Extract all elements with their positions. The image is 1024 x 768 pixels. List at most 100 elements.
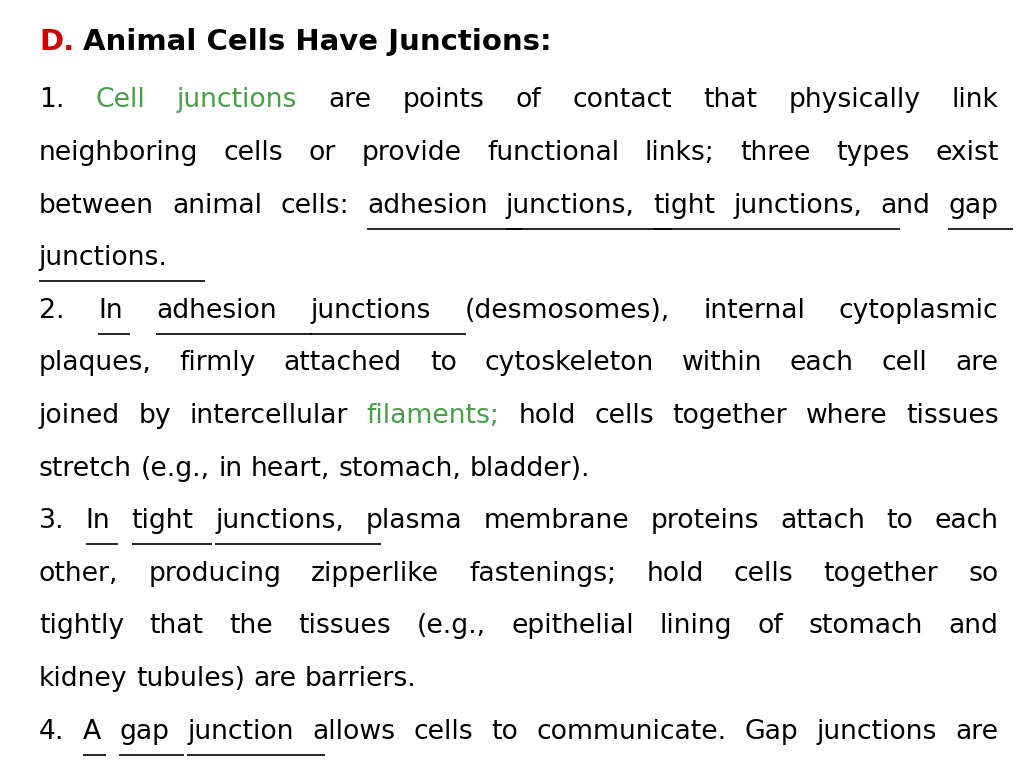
Text: stomach: stomach [809,614,923,640]
Text: cells: cells [594,403,653,429]
Text: proteins: proteins [650,508,759,535]
Text: between: between [39,193,154,219]
Text: stomach,: stomach, [339,455,462,482]
Text: communicate.: communicate. [537,719,726,745]
Text: adhesion: adhesion [368,193,487,219]
Text: junctions.: junctions. [39,245,168,271]
Text: tight: tight [132,508,194,535]
Text: attached: attached [284,350,402,376]
Text: three: three [740,140,811,166]
Text: joined: joined [39,403,120,429]
Text: tissues: tissues [906,403,998,429]
Text: are: are [955,350,998,376]
Text: tight: tight [653,193,715,219]
Text: gap: gap [119,719,169,745]
Text: zipperlike: zipperlike [311,561,439,587]
Text: D.: D. [39,28,74,56]
Text: cell: cell [882,350,928,376]
Text: each: each [790,350,854,376]
Text: allows: allows [312,719,395,745]
Text: junction: junction [187,719,294,745]
Text: hold: hold [518,403,575,429]
Text: cells: cells [224,140,284,166]
Text: junctions: junctions [310,298,431,324]
Text: cytoplasmic: cytoplasmic [839,298,998,324]
Text: where: where [806,403,887,429]
Text: or: or [309,140,336,166]
Text: types: types [837,140,909,166]
Text: together: together [673,403,787,429]
Text: animal: animal [172,193,262,219]
Text: within: within [682,350,762,376]
Text: fastenings;: fastenings; [469,561,616,587]
Text: are: are [253,666,296,692]
Text: links;: links; [645,140,715,166]
Text: so: so [968,561,998,587]
Text: intercellular: intercellular [189,403,348,429]
Text: Cell: Cell [95,88,145,114]
Text: neighboring: neighboring [39,140,199,166]
Text: junctions: junctions [817,719,937,745]
Text: by: by [138,403,171,429]
Text: and: and [948,614,998,640]
Text: producing: producing [148,561,282,587]
Text: 3.: 3. [39,508,65,535]
Text: gap: gap [948,193,998,219]
Text: barriers.: barriers. [305,666,417,692]
Text: are: are [955,719,998,745]
Text: Gap: Gap [744,719,799,745]
Text: each: each [934,508,998,535]
Text: of: of [515,88,541,114]
Text: that: that [703,88,757,114]
Text: In: In [86,508,111,535]
Text: filaments;: filaments; [367,403,500,429]
Text: plasma: plasma [366,508,462,535]
Text: of: of [758,614,783,640]
Text: A: A [83,719,100,745]
Text: In: In [98,298,123,324]
Text: tissues: tissues [298,614,391,640]
Text: link: link [951,88,998,114]
Text: (e.g.,: (e.g., [140,455,210,482]
Text: cytoskeleton: cytoskeleton [484,350,653,376]
Text: attach: attach [780,508,865,535]
Text: cells: cells [414,719,473,745]
Text: membrane: membrane [483,508,629,535]
Text: points: points [402,88,484,114]
Text: tubules): tubules) [136,666,245,692]
Text: junctions,: junctions, [506,193,635,219]
Text: 1.: 1. [39,88,65,114]
Text: cells:: cells: [281,193,349,219]
Text: are: are [328,88,371,114]
Text: junctions,: junctions, [733,193,862,219]
Text: firmly: firmly [179,350,256,376]
Text: lining: lining [659,614,732,640]
Text: junctions: junctions [176,88,297,114]
Text: plaques,: plaques, [39,350,152,376]
Text: internal: internal [703,298,805,324]
Text: 4.: 4. [39,719,65,745]
Text: together: together [823,561,938,587]
Text: to: to [886,508,913,535]
Text: in: in [218,455,242,482]
Text: provide: provide [361,140,462,166]
Text: epithelial: epithelial [511,614,634,640]
Text: and: and [881,193,930,219]
Text: cells: cells [734,561,794,587]
Text: (desmosomes),: (desmosomes), [465,298,670,324]
Text: functional: functional [487,140,620,166]
Text: contact: contact [572,88,672,114]
Text: bladder).: bladder). [470,455,591,482]
Text: (e.g.,: (e.g., [417,614,485,640]
Text: kidney: kidney [39,666,127,692]
Text: adhesion: adhesion [157,298,276,324]
Text: physically: physically [788,88,921,114]
Text: to: to [492,719,518,745]
Text: the: the [229,614,272,640]
Text: stretch: stretch [39,455,132,482]
Text: other,: other, [39,561,119,587]
Text: tightly: tightly [39,614,124,640]
Text: to: to [430,350,457,376]
Text: 2.: 2. [39,298,65,324]
Text: junctions,: junctions, [215,508,344,535]
